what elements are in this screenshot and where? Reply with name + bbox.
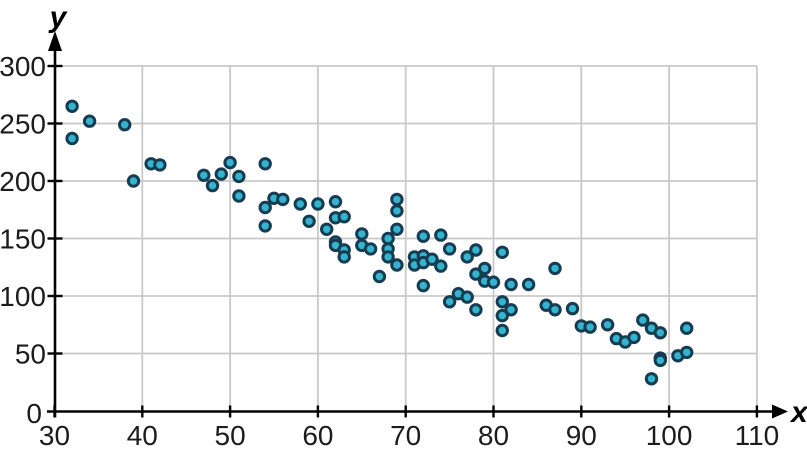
data-point: [504, 303, 518, 317]
data-point: [118, 118, 132, 132]
data-point: [460, 290, 474, 304]
data-point: [320, 222, 334, 237]
data-point: [521, 277, 536, 292]
data-point: [82, 114, 97, 128]
axes-layer: [47, 31, 788, 419]
data-point: [565, 301, 580, 316]
data-point: [504, 277, 518, 292]
data-point: [223, 155, 237, 170]
data-point: [293, 197, 307, 211]
data-point: [126, 174, 141, 188]
tick-label-layer: 30 40 50 60 70 80 90 100 110 0 50 100 150 200 250 300: [0, 51, 779, 451]
data-point: [680, 321, 694, 335]
data-point: [214, 167, 229, 181]
data-point: [258, 200, 272, 215]
data-point: [495, 295, 509, 309]
data-point: [390, 222, 404, 237]
data-point: [600, 318, 615, 332]
x-tick-label: 40: [127, 420, 158, 451]
data-point: [311, 197, 325, 211]
data-point: [205, 178, 220, 193]
data-point: [680, 345, 694, 360]
data-point: [469, 243, 483, 257]
y-tick-label: 0: [26, 398, 42, 429]
data-point: [548, 303, 562, 317]
y-tick-label: 100: [0, 281, 46, 312]
x-tick-label: 80: [478, 420, 509, 451]
data-point: [232, 189, 246, 203]
data-point: [302, 214, 316, 229]
grid-layer: [54, 65, 758, 411]
data-point: [469, 303, 483, 317]
data-point: [495, 323, 509, 338]
x-tick-label: 110: [735, 420, 780, 451]
data-point: [548, 261, 562, 276]
x-tick-label: 100: [646, 420, 693, 451]
data-point: [337, 250, 351, 264]
data-point: [65, 99, 79, 114]
y-tick-label: 250: [0, 109, 46, 140]
x-tick-label: 90: [566, 420, 597, 451]
data-point: [390, 258, 404, 272]
data-point: [469, 267, 483, 281]
data-point: [363, 242, 378, 256]
y-tick-label: 300: [0, 51, 46, 82]
x-tick-label: 70: [390, 420, 421, 451]
data-point: [416, 278, 430, 293]
data-point: [258, 219, 272, 233]
data-point: [65, 131, 79, 146]
data-points-layer: [65, 99, 694, 386]
data-point: [232, 169, 246, 184]
data-point: [434, 228, 448, 242]
data-point: [478, 261, 492, 276]
data-point: [372, 269, 387, 284]
y-tick-label: 50: [15, 339, 46, 370]
x-tick-label: 30: [39, 420, 70, 451]
y-tick-label: 150: [0, 224, 46, 255]
data-point: [328, 195, 343, 209]
data-point: [197, 168, 211, 183]
data-point: [425, 252, 439, 266]
data-point: [460, 250, 474, 264]
y-tick-label: 200: [0, 166, 46, 197]
x-axis-label: x: [789, 396, 807, 429]
x-tick-label: 60: [302, 420, 333, 451]
data-point: [653, 353, 667, 368]
data-point: [486, 275, 501, 289]
data-point: [442, 295, 457, 309]
data-point: [495, 245, 509, 260]
data-point: [442, 242, 457, 256]
data-point: [337, 210, 351, 224]
data-point: [258, 157, 272, 171]
data-point: [495, 308, 509, 323]
data-point: [381, 250, 395, 264]
y-axis-arrow: [48, 31, 62, 51]
x-tick-label: 50: [215, 420, 246, 451]
data-point: [653, 326, 667, 340]
y-axis-label: y: [48, 1, 68, 34]
data-point: [434, 259, 448, 273]
data-point: [276, 192, 290, 207]
data-point: [416, 229, 430, 243]
data-point: [636, 313, 650, 327]
data-point: [381, 231, 395, 246]
x-axis-arrow: [772, 404, 788, 419]
data-point: [627, 330, 641, 345]
data-point: [355, 227, 369, 241]
data-point: [153, 158, 167, 172]
data-point: [583, 320, 597, 334]
data-point: [390, 204, 404, 218]
data-point: [390, 192, 404, 207]
data-point: [644, 372, 659, 386]
